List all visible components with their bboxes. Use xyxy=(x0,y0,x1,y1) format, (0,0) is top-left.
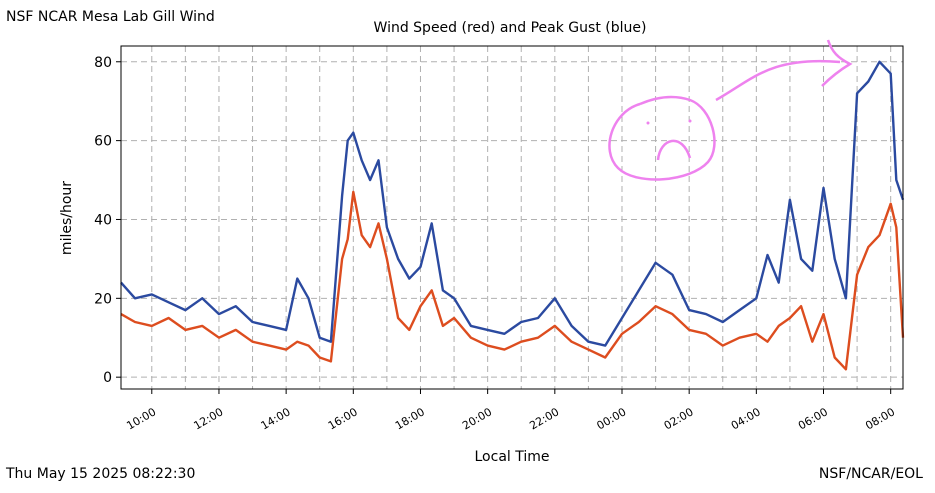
sad-face-eye xyxy=(688,119,692,123)
y-tick-label: 80 xyxy=(94,55,112,71)
x-tick-label: 08:00 xyxy=(863,405,897,432)
x-tick-label: 18:00 xyxy=(393,405,427,432)
wind-speed-line xyxy=(120,190,905,371)
sad-face-drawing xyxy=(608,95,716,181)
x-tick-label: 00:00 xyxy=(595,405,629,432)
y-tick-label: 40 xyxy=(94,212,112,228)
annotations xyxy=(608,39,853,181)
arrow-drawing xyxy=(715,59,841,102)
x-tick-label: 12:00 xyxy=(192,405,226,432)
x-tick-label: 22:00 xyxy=(527,405,561,432)
x-tick-label: 14:00 xyxy=(259,405,293,432)
credit: NSF/NCAR/EOL xyxy=(818,466,923,482)
y-tick-label: 0 xyxy=(103,370,112,386)
x-tick-label: 06:00 xyxy=(796,405,830,432)
x-tick-label: 16:00 xyxy=(326,405,360,432)
series-lines xyxy=(120,60,905,371)
grid xyxy=(121,46,903,389)
x-tick-label: 20:00 xyxy=(460,405,494,432)
plot-frame xyxy=(120,45,904,390)
y-axis-label: miles/hour xyxy=(59,181,75,255)
tick-labels: 0 20 40 60 80 10:00 12:00 14:00 16:00 18:00 20:00 2… xyxy=(94,55,897,433)
peak-gust-line xyxy=(120,60,905,347)
y-tick-label: 60 xyxy=(94,134,112,150)
x-tick-label: 04:00 xyxy=(729,405,763,432)
x-tick-label: 02:00 xyxy=(662,405,696,432)
timestamp: Thu May 15 2025 08:22:30 xyxy=(6,466,196,482)
x-axis-label: Local Time xyxy=(475,449,550,465)
station-name: NSF NCAR Mesa Lab Gill Wind xyxy=(6,9,215,25)
arrowhead-drawing xyxy=(821,39,853,87)
sad-face-mouth xyxy=(656,139,692,161)
x-tick-label: 10:00 xyxy=(124,405,158,432)
y-tick-label: 20 xyxy=(94,291,112,307)
chart-title: Wind Speed (red) and Peak Gust (blue) xyxy=(374,20,647,36)
sad-face-eye xyxy=(646,121,650,125)
